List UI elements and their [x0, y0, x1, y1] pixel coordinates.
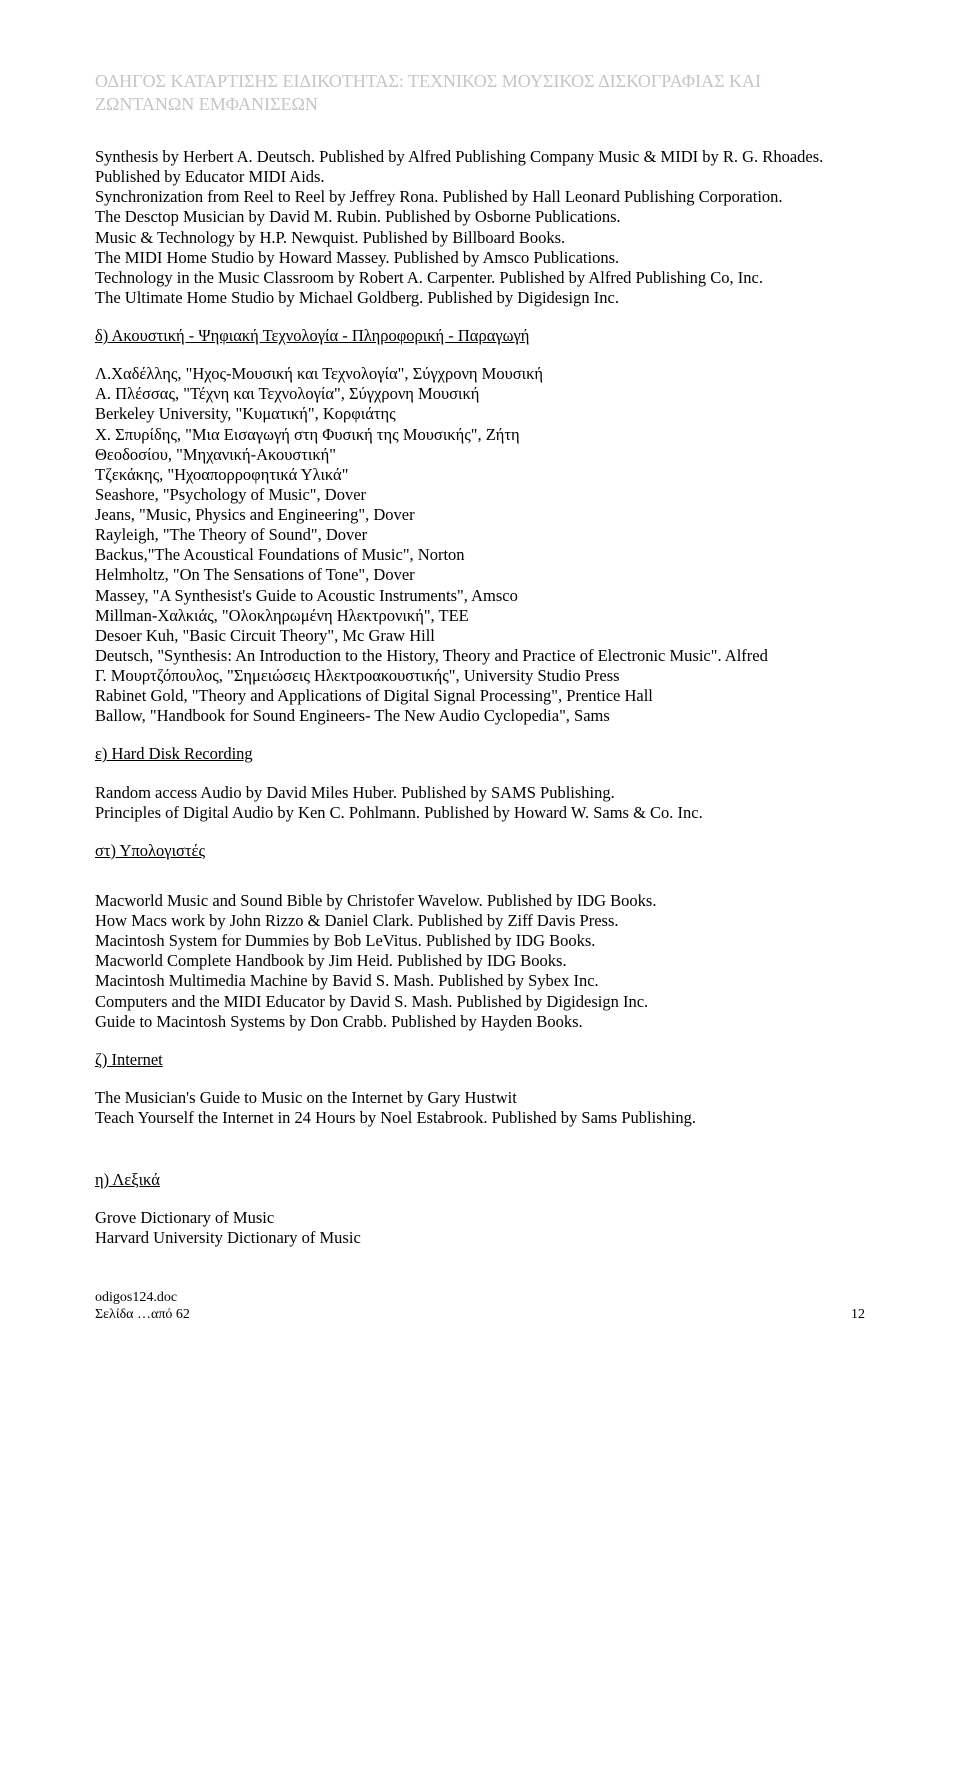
paragraph-z: The Musician's Guide to Music on the Int… [95, 1088, 865, 1128]
section-heading-st: στ) Υπολογιστές [95, 841, 865, 861]
section-heading-h: η) Λεξικά [95, 1170, 865, 1190]
paragraph-synthesis: Synthesis by Herbert A. Deutsch. Publish… [95, 147, 865, 308]
section-heading-d: δ) Ακουστική - Ψηφιακή Τεχνολογία - Πληρ… [95, 326, 865, 346]
paragraph-st: Macworld Music and Sound Bible by Christ… [95, 891, 865, 1032]
header-line-1: ΟΔΗΓΟΣ ΚΑΤΑΡΤΙΣΗΣ ΕΙΔΙΚΟΤΗΤΑΣ: ΤΕΧΝΙΚΟΣ … [95, 70, 865, 93]
header-line-2: ΖΩΝΤΑΝΩΝ ΕΜΦΑΝΙΣΕΩΝ [95, 93, 865, 116]
paragraph-d: Λ.Χαδέλλης, "Ηχος-Μουσική και Τεχνολογία… [95, 364, 865, 726]
footer-filename: odigos124.doc [95, 1289, 190, 1307]
section-heading-e: ε) Hard Disk Recording [95, 744, 865, 764]
footer-page-number: 12 [851, 1306, 865, 1323]
section-heading-z: ζ) Internet [95, 1050, 865, 1070]
footer-left: odigos124.doc Σελίδα …από 62 [95, 1289, 190, 1324]
paragraph-e: Random access Audio by David Miles Huber… [95, 783, 865, 823]
paragraph-h: Grove Dictionary of Music Harvard Univer… [95, 1208, 865, 1248]
document-page: ΟΔΗΓΟΣ ΚΑΤΑΡΤΙΣΗΣ ΕΙΔΙΚΟΤΗΤΑΣ: ΤΕΧΝΙΚΟΣ … [0, 0, 960, 1384]
footer-pageinfo: Σελίδα …από 62 [95, 1306, 190, 1324]
page-header: ΟΔΗΓΟΣ ΚΑΤΑΡΤΙΣΗΣ ΕΙΔΙΚΟΤΗΤΑΣ: ΤΕΧΝΙΚΟΣ … [95, 70, 865, 115]
page-footer: odigos124.doc Σελίδα …από 62 12 [95, 1289, 865, 1324]
